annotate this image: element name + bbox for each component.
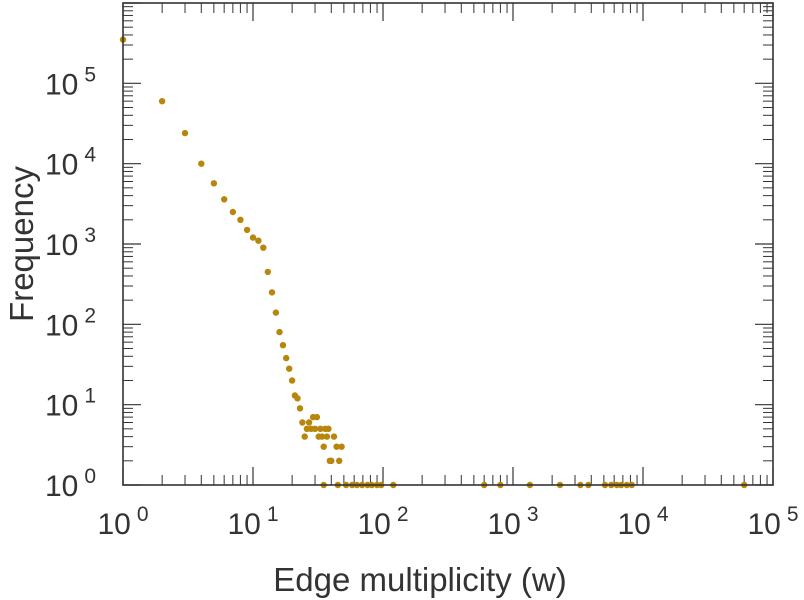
data-point — [301, 433, 308, 440]
y-tick-label-exponent: 1 — [84, 385, 96, 408]
data-point — [313, 413, 321, 421]
data-point — [268, 289, 276, 296]
x-tick-label: 10 4 — [617, 503, 668, 541]
data-point — [221, 196, 228, 203]
y-tick-label-exponent: 4 — [84, 144, 96, 167]
y-tick-label: 10 0 — [45, 465, 96, 503]
x-tick-label-base: 10 — [747, 508, 780, 541]
x-tick-label: 10 5 — [747, 503, 798, 541]
x-tick-label-base: 10 — [97, 508, 130, 541]
data-point — [325, 425, 332, 432]
y-tick-label-exponent: 3 — [84, 224, 96, 247]
data-point — [299, 419, 306, 426]
data-point — [243, 226, 251, 234]
x-tick-labels: 10 0 10 1 10 2 10 3 10 4 10 5 — [97, 503, 798, 541]
y-tick-label-base: 10 — [45, 149, 78, 182]
data-point — [249, 234, 257, 241]
data-point — [260, 244, 267, 251]
plot-frame — [122, 2, 774, 486]
y-axis-label: Frequency — [3, 166, 40, 322]
y-tick-label-exponent: 2 — [84, 304, 96, 327]
data-point — [158, 98, 166, 105]
data-point — [264, 268, 271, 276]
major-ticks — [122, 2, 774, 486]
data-point — [276, 328, 283, 336]
x-tick-label-base: 10 — [617, 508, 650, 541]
data-point — [296, 405, 304, 412]
x-tick-label-base: 10 — [357, 508, 390, 541]
y-tick-label: 10 2 — [45, 304, 96, 342]
data-point — [311, 425, 319, 432]
x-tick-label-base: 10 — [227, 508, 260, 541]
data-point — [272, 309, 280, 316]
x-tick-label-base: 10 — [487, 508, 520, 541]
data-point — [320, 443, 327, 450]
y-tick-label-base: 10 — [45, 229, 78, 262]
x-tick-label-exponent: 1 — [267, 503, 279, 526]
data-point — [294, 395, 301, 402]
data-point — [286, 365, 293, 372]
y-tick-label-base: 10 — [45, 390, 78, 423]
x-tick-label-exponent: 3 — [527, 503, 539, 526]
x-tick-label: 10 0 — [97, 503, 148, 541]
y-tick-label-base: 10 — [45, 470, 78, 503]
data-point — [336, 457, 343, 464]
y-tick-label-exponent: 5 — [84, 63, 96, 86]
x-tick-label-exponent: 2 — [397, 503, 409, 526]
data-point — [279, 342, 287, 349]
x-tick-label-exponent: 4 — [657, 503, 669, 526]
x-tick-label: 10 1 — [227, 503, 278, 541]
y-tick-label: 10 3 — [45, 224, 96, 262]
y-tick-label: 10 5 — [45, 63, 96, 101]
data-point — [210, 180, 218, 187]
x-tick-label-exponent: 5 — [787, 503, 799, 526]
y-tick-label-base: 10 — [45, 309, 78, 342]
data-point — [283, 354, 290, 362]
data-point — [229, 208, 237, 216]
y-tick-label-exponent: 0 — [84, 465, 96, 488]
minor-ticks — [123, 3, 773, 485]
data-point — [318, 433, 326, 440]
data-point — [317, 425, 324, 432]
data-point — [338, 443, 345, 450]
x-tick-label: 10 2 — [357, 503, 408, 541]
y-tick-labels: 10 0 10 1 10 2 10 3 10 4 10 5 — [45, 63, 96, 503]
data-point — [333, 443, 340, 450]
x-tick-label-exponent: 0 — [137, 503, 149, 526]
data-point — [288, 377, 296, 384]
data-point — [305, 419, 313, 426]
x-axis-label: Edge multiplicity (w) — [273, 561, 566, 598]
data-point — [328, 457, 335, 464]
data-point — [255, 237, 262, 244]
data-point — [237, 216, 244, 223]
data-point — [198, 160, 205, 167]
x-tick-label: 10 3 — [487, 503, 538, 541]
data-points — [119, 36, 748, 489]
y-tick-label: 10 1 — [45, 385, 96, 423]
data-point — [323, 433, 331, 440]
y-tick-label-base: 10 — [45, 68, 78, 101]
data-point — [181, 129, 189, 137]
data-point — [330, 433, 338, 440]
y-tick-label: 10 4 — [45, 144, 96, 182]
